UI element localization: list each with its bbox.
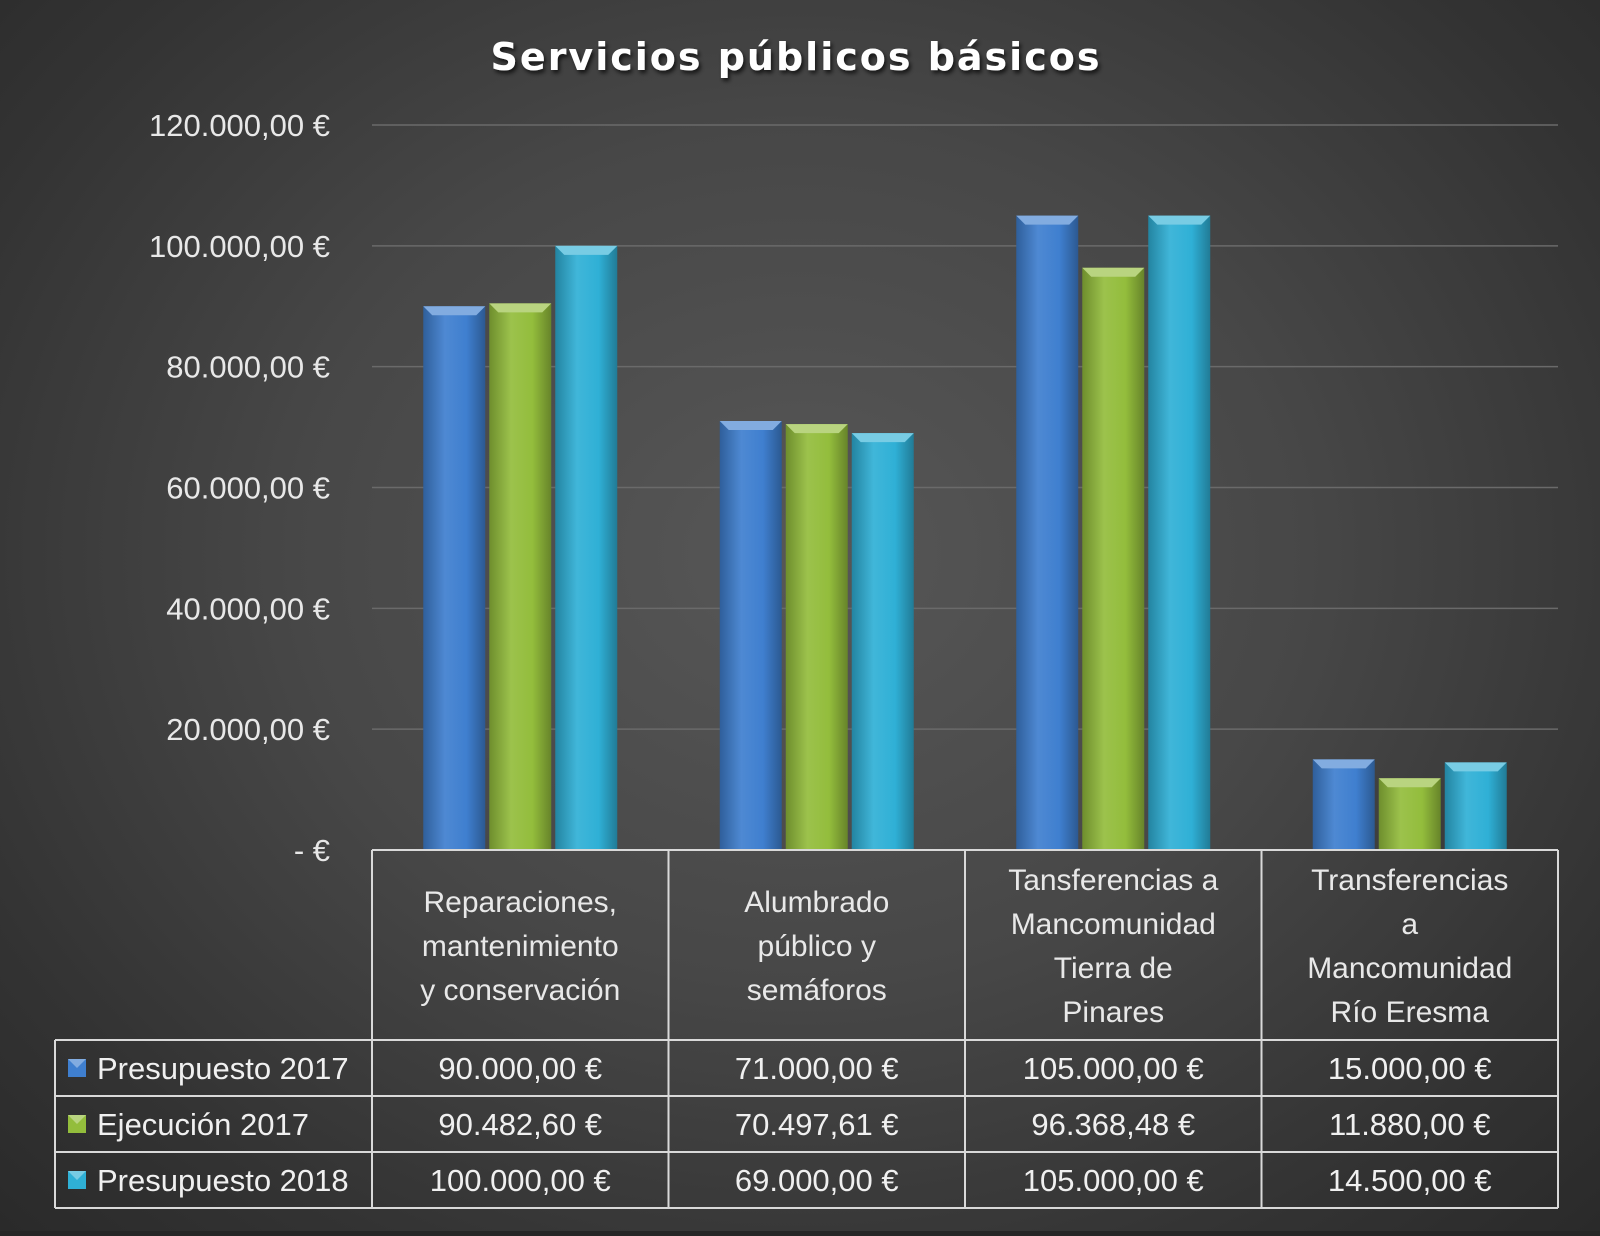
bar-cap <box>1016 215 1079 225</box>
bar-body <box>489 303 552 850</box>
category-label: Río Eresma <box>1331 996 1490 1029</box>
category-label: Mancomunidad <box>1307 952 1512 985</box>
data-label: 71.000,00 € <box>735 1051 899 1086</box>
data-label: 105.000,00 € <box>1023 1051 1204 1086</box>
data-label: 69.000,00 € <box>735 1163 899 1198</box>
data-label: 90.482,60 € <box>438 1107 602 1142</box>
legend-key <box>68 1059 86 1077</box>
category-label: Tierra de <box>1054 952 1173 985</box>
data-label: 70.497,61 € <box>735 1107 899 1142</box>
bar <box>1378 778 1441 850</box>
category-label: Pinares <box>1062 996 1164 1029</box>
bar-cap <box>719 421 782 431</box>
chart-title: Servicios públicos básicos <box>491 35 1102 79</box>
bar-cap <box>1444 762 1507 772</box>
data-label: 90.000,00 € <box>438 1051 602 1086</box>
data-label: 96.368,48 € <box>1031 1107 1195 1142</box>
y-axis-tick-labels: - € 20.000,00 € 40.000,00 € 60.000,00 € 80.0… <box>149 108 330 868</box>
bar-body <box>1312 759 1375 850</box>
bar-cap <box>851 433 914 443</box>
y-tick-label: - € <box>294 833 330 868</box>
bar <box>1016 215 1079 850</box>
y-tick-label: 100.000,00 € <box>149 229 330 264</box>
data-label: 100.000,00 € <box>430 1163 611 1198</box>
category-label: público y <box>758 930 876 963</box>
bar <box>1444 762 1507 850</box>
data-label: 15.000,00 € <box>1328 1051 1492 1086</box>
bar-body <box>1444 762 1507 850</box>
category-label: Tansferencias a <box>1008 864 1218 897</box>
bar-body <box>1016 215 1079 850</box>
y-tick-label: 80.000,00 € <box>166 350 330 385</box>
data-label: 11.880,00 € <box>1329 1107 1490 1142</box>
category-label: Reparaciones, <box>424 886 617 919</box>
category-label: semáforos <box>747 974 887 1007</box>
data-table: Reparaciones, mantenimiento y conservación… <box>54 849 1559 1209</box>
bar-cap <box>1378 778 1441 788</box>
bar-body <box>1378 778 1441 850</box>
series-name: Ejecución 2017 <box>97 1107 309 1142</box>
y-tick-label: 60.000,00 € <box>166 471 330 506</box>
category-label: y conservación <box>420 974 620 1007</box>
series-name: Presupuesto 2017 <box>97 1051 349 1086</box>
bar-body <box>1082 267 1145 850</box>
category-label: Alumbrado <box>744 886 889 919</box>
bar-body <box>1148 215 1211 850</box>
data-label: 14.500,00 € <box>1328 1163 1492 1198</box>
legend-key <box>68 1115 86 1133</box>
bar-cap <box>1312 759 1375 769</box>
bar-cap <box>1082 267 1145 277</box>
bar-cap <box>555 245 618 255</box>
y-tick-label: 120.000,00 € <box>149 108 330 143</box>
bar-body <box>423 306 486 850</box>
bar-cap <box>489 303 552 313</box>
bar-body <box>785 424 848 850</box>
bar-body <box>555 245 618 851</box>
category-label: Mancomunidad <box>1011 908 1216 941</box>
bar-cap <box>1148 215 1211 225</box>
bar-body <box>851 433 914 850</box>
data-label: 105.000,00 € <box>1023 1163 1204 1198</box>
bar-body <box>719 421 782 850</box>
legend-key <box>68 1171 86 1189</box>
bar <box>1148 215 1211 850</box>
bar-cap <box>785 424 848 434</box>
category-label: a <box>1401 908 1418 941</box>
bar <box>1082 267 1145 850</box>
bar <box>1312 759 1375 850</box>
bar <box>489 303 552 850</box>
bar <box>555 245 618 851</box>
y-tick-label: 20.000,00 € <box>166 712 330 747</box>
bar <box>719 421 782 850</box>
bar-cap <box>423 306 486 316</box>
bar <box>423 306 486 850</box>
bar <box>785 424 848 850</box>
category-label: Transferencias <box>1311 864 1508 897</box>
bar <box>851 433 914 850</box>
y-tick-label: 40.000,00 € <box>166 591 330 626</box>
series-name: Presupuesto 2018 <box>97 1163 349 1198</box>
bars <box>423 215 1507 851</box>
category-label: mantenimiento <box>422 930 619 963</box>
